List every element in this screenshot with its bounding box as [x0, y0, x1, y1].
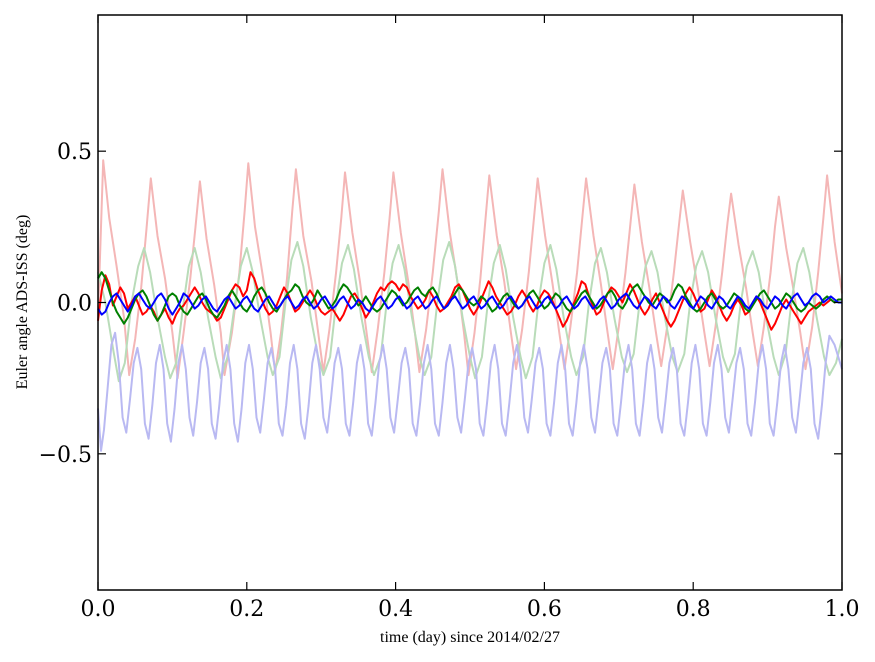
- solid-series-layer: [97, 271, 842, 331]
- x-tick-label: 0.4: [378, 597, 413, 622]
- series-line-3: [97, 331, 843, 452]
- axis-ticks: [97, 15, 843, 590]
- y-tick-label: 0.5: [57, 140, 92, 165]
- y-axis-label: Euler angle ADS-ISS (deg): [14, 215, 31, 390]
- series-line-6: [97, 292, 842, 316]
- series-line-5: [97, 271, 842, 325]
- x-tick-label: 1.0: [825, 597, 860, 622]
- axis-tick-labels: 0.0 0.2 0.4 0.6 0.8 1.0 −0.5 0.0 0.5: [39, 140, 860, 622]
- y-tick-label: 0.0: [57, 292, 92, 317]
- x-tick-label: 0.0: [81, 597, 116, 622]
- x-tick-label: 0.6: [527, 597, 562, 622]
- series-line-2: [97, 241, 843, 383]
- x-tick-label: 0.8: [676, 597, 711, 622]
- x-tick-label: 0.2: [229, 597, 264, 622]
- x-axis-label: time (day) since 2014/02/27: [380, 629, 560, 646]
- series-line-1: [97, 159, 843, 380]
- y-tick-label: −0.5: [39, 443, 92, 468]
- faint-series-layer: [97, 159, 843, 452]
